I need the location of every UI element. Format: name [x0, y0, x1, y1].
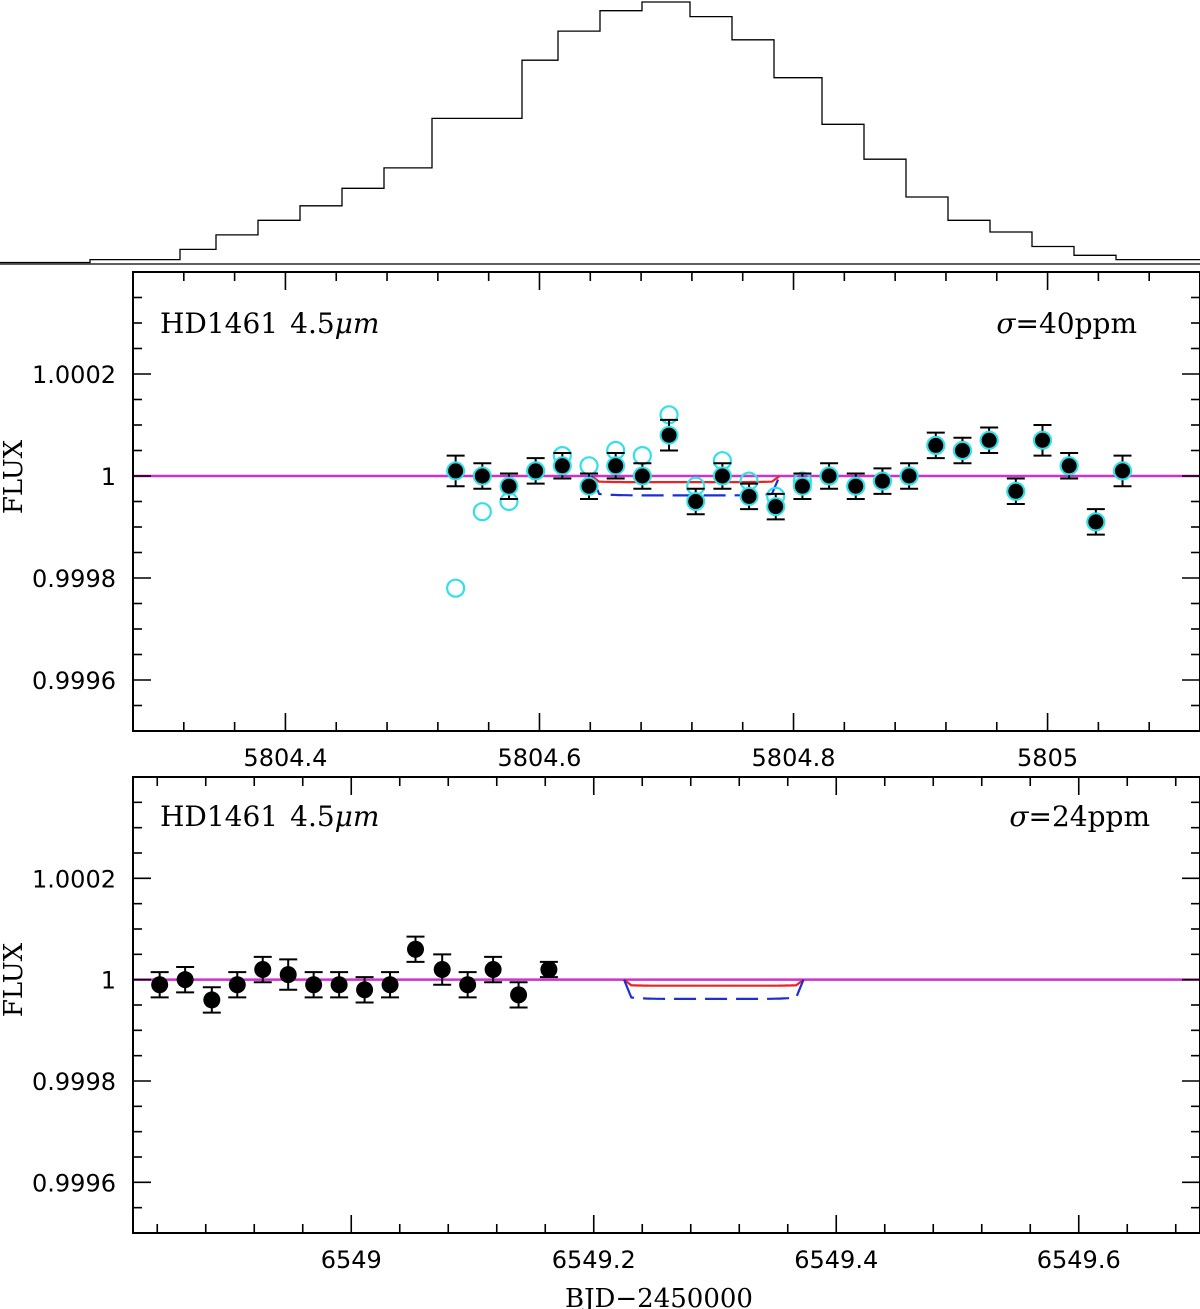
- panel-1-data-point: [579, 476, 599, 496]
- panel-2-data-point: [228, 976, 246, 994]
- panel-1-data-point: [1006, 481, 1026, 501]
- light-curve-panel-1: 5804.4 5804.6 5804.8 5805 0.9996 0.9998 1 1.000…: [0, 271, 1200, 772]
- x-axis-title: BJD−2450000: [565, 1284, 753, 1309]
- panel-1-data-point: [739, 486, 759, 506]
- panel-2-data-point: [330, 976, 348, 994]
- panel-2-data-point: [305, 976, 323, 994]
- panel-1-x-tick-label: 5804.8: [752, 744, 836, 772]
- panel-2-data-point: [407, 940, 425, 958]
- panel-1-y-tick-label: 1.0002: [32, 361, 116, 389]
- panel-1-uncorrected-point: [446, 578, 466, 598]
- panel-1-data-point: [1113, 461, 1133, 481]
- panel-1-data-point: [872, 471, 892, 491]
- panel-1-data-point: [979, 430, 999, 450]
- panel-1-data-point: [952, 441, 972, 460]
- panel-1-x-tick-label: 5805: [1017, 744, 1078, 772]
- panel-1-data-point: [899, 466, 919, 486]
- panel-2-data-point: [381, 976, 399, 994]
- panel-2-y-tick-label: 1.0002: [32, 865, 116, 893]
- panel-2-clipped-layer: [133, 935, 1200, 1014]
- panel-1-data-point: [526, 461, 546, 481]
- panel-1-data-point: [552, 456, 572, 476]
- panel-1-data-point: [632, 466, 652, 486]
- panel-2-sigma: σ=24ppm: [1009, 800, 1150, 833]
- panel-1-y-tick-label: 0.9996: [32, 667, 116, 695]
- panel-1-ylabel: FLUX: [0, 439, 29, 514]
- panel-1-data-point: [846, 476, 866, 496]
- panel-1-data-point: [819, 466, 839, 486]
- panel-1-x-tick-label: 5804.4: [243, 744, 327, 772]
- panel-1-data-point: [499, 476, 519, 496]
- panel-1-label: HD1461 4.5μm: [160, 307, 379, 340]
- panel-1-data-point: [1032, 430, 1052, 450]
- panel-2-transit-model-shallow: [623, 978, 805, 987]
- panel-1-transit-model-shallow: [590, 475, 781, 484]
- panel-2-data-point: [484, 961, 502, 979]
- panel-2-data-point: [279, 966, 297, 984]
- panel-2-frame: [132, 776, 1200, 1234]
- panel-2-data-point: [459, 976, 477, 994]
- panel-1-data-point: [926, 435, 946, 455]
- panel-2-x-tick-label: 6549.6: [1037, 1246, 1121, 1274]
- panel-1-data-point: [606, 456, 626, 476]
- panel-1-clipped-layer: [133, 405, 1200, 598]
- panel-2-data-point: [356, 981, 374, 999]
- panel-2-data-point: [176, 971, 194, 989]
- panel-1-data-point: [1086, 512, 1106, 532]
- panel-2-ylabel: FLUX: [0, 942, 29, 1017]
- panel-1-axes: 5804.4 5804.6 5804.8 5805 0.9996 0.9998 1 1.000…: [32, 271, 1200, 772]
- panel-2-data-point: [510, 986, 528, 1004]
- panel-2-plot-area: [133, 935, 1200, 1014]
- panel-2-y-tick-label: 0.9998: [32, 1068, 116, 1096]
- panel-1-frame: [132, 271, 1200, 732]
- panel-1-data-point: [446, 461, 466, 481]
- panel-2-data-point: [433, 961, 451, 979]
- panel-1-y-tick-label: 1: [101, 463, 116, 491]
- panel-2-y-tick-label: 0.9996: [32, 1169, 116, 1197]
- panel-1-sigma: σ=40ppm: [996, 307, 1137, 340]
- panel-1-data-point: [792, 476, 812, 496]
- panel-2-data-point: [540, 961, 558, 979]
- panel-2-data-point: [203, 991, 221, 1009]
- histogram-step-line: [0, 1, 1200, 264]
- panel-1-data-point: [686, 492, 706, 511]
- panel-2-x-tick-label: 6549: [321, 1246, 382, 1274]
- panel-2-transit-model-deep: [623, 979, 805, 1000]
- light-curve-panel-2: 6549 6549.2 6549.4 6549.6 0.9996 0.9998 1 1.000…: [0, 776, 1200, 1309]
- panel-1-data-point: [766, 497, 786, 517]
- histogram-panel: [0, 1, 1200, 265]
- panel-1-uncorrected-point: [579, 456, 599, 476]
- panel-1-uncorrected-point: [472, 502, 492, 522]
- panel-1-data-point: [712, 466, 732, 486]
- panel-2-y-tick-label: 1: [101, 967, 116, 995]
- panel-1-data-point: [659, 425, 679, 445]
- panel-2-label: HD1461 4.5μm: [160, 800, 379, 833]
- panel-2-x-tick-label: 6549.4: [794, 1246, 878, 1274]
- panel-2-x-tick-label: 6549.2: [552, 1246, 636, 1274]
- panel-1-data-point: [1059, 456, 1079, 476]
- panel-1-uncorrected-point: [632, 446, 652, 466]
- panel-1-plot-area: [133, 405, 1200, 598]
- panel-1-x-tick-label: 5804.6: [497, 744, 581, 772]
- panel-2-data-point: [254, 961, 272, 979]
- panel-2-axes: 6549 6549.2 6549.4 6549.6 0.9996 0.9998 1 1.000…: [32, 776, 1200, 1274]
- panel-1-y-tick-label: 0.9998: [32, 565, 116, 593]
- panel-1-data-point: [472, 466, 492, 486]
- panel-2-data-point: [151, 976, 169, 994]
